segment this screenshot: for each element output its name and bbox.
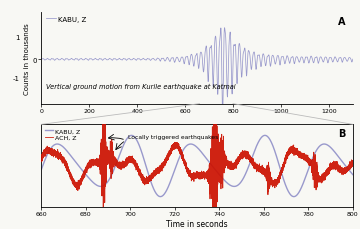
ACH, Z: [109, 150, 114, 153]
ACH, Z: [39, 159, 44, 162]
ACH, Z: [112, 159, 116, 162]
ACH, Z: [110, 172, 114, 175]
KABU, Z: [320, 143, 325, 146]
ACH, Z: [213, 95, 218, 98]
Y-axis label: Counts in thousands: Counts in thousands: [24, 23, 30, 94]
KABU, Z: [39, 168, 44, 171]
KABU, Z: [220, 114, 225, 117]
KABU, Z: [158, 195, 163, 198]
KABU, Z: [200, 59, 204, 62]
KABU, Z: [351, 173, 355, 176]
KABU, Z: [129, 134, 134, 137]
Text: -1: -1: [13, 76, 19, 82]
KABU, Z: [109, 174, 114, 176]
Line: KABU, Z: KABU, Z: [41, 29, 353, 115]
ACH, Z: [214, 225, 218, 227]
Line: ACH, Z: ACH, Z: [41, 97, 353, 226]
KABU, Z: [57, 59, 61, 62]
KABU, Z: [89, 179, 93, 182]
ACH, Z: [89, 164, 93, 166]
Line: KABU, Z: KABU, Z: [41, 136, 353, 197]
Text: Vertical ground motion from Kurile earthquake at Katmai: Vertical ground motion from Kurile earth…: [46, 84, 236, 90]
KABU, Z: [157, 195, 161, 198]
Text: A: A: [338, 17, 345, 27]
Text: B: B: [338, 128, 345, 138]
X-axis label: Time in seconds: Time in seconds: [166, 219, 228, 228]
Legend: KABU, Z, ACH, Z: KABU, Z, ACH, Z: [45, 128, 80, 141]
KABU, Z: [110, 172, 114, 175]
ACH, Z: [157, 169, 161, 172]
KABU, Z: [222, 27, 227, 30]
KABU, Z: [39, 58, 44, 61]
ACH, Z: [351, 161, 355, 164]
KABU, Z: [112, 169, 116, 171]
ACH, Z: [320, 177, 325, 180]
KABU, Z: [351, 59, 355, 61]
KABU, Z: [278, 64, 282, 67]
KABU, Z: [101, 60, 105, 62]
Text: Locally triggered earthquakes: Locally triggered earthquakes: [128, 135, 219, 140]
Text: 1: 1: [15, 35, 19, 41]
KABU, Z: [329, 57, 333, 60]
Legend: KABU, Z: KABU, Z: [45, 16, 87, 23]
KABU, Z: [59, 58, 64, 60]
